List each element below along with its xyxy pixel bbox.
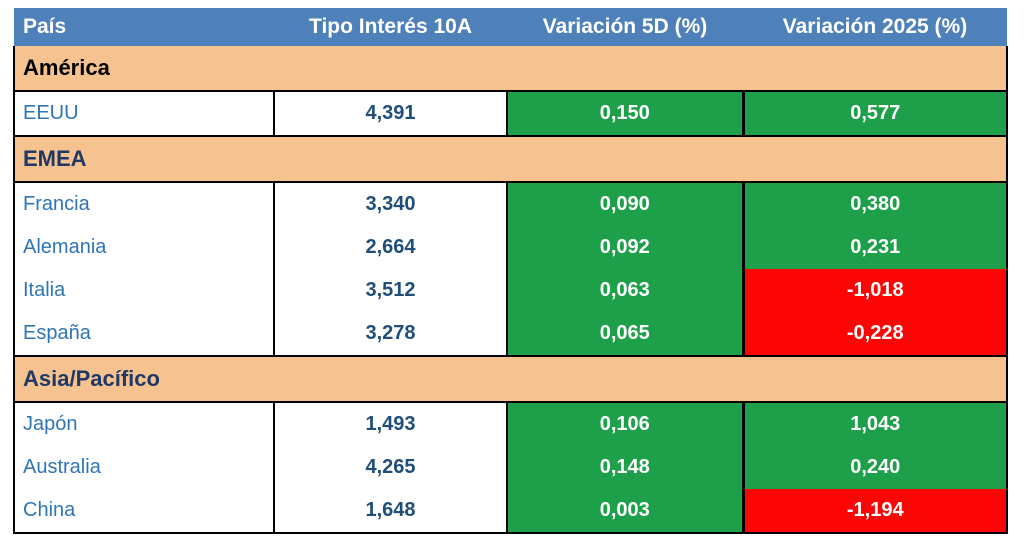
variation-2025-cell: 0,240	[743, 446, 1008, 489]
section-label: América	[13, 46, 1008, 91]
country-cell: Japón	[13, 401, 275, 446]
rate-cell: 2,664	[274, 226, 508, 269]
country-cell: EEUU	[13, 90, 275, 137]
variation-5d-cell: 0,106	[507, 401, 745, 446]
country-cell: Alemania	[13, 226, 275, 269]
variation-2025-cell: -1,194	[743, 489, 1008, 534]
section-label: EMEA	[13, 136, 1008, 182]
section-label: Asia/Pacífico	[13, 356, 1008, 402]
table-row: Australia 4,265 0,148 0,240	[13, 446, 1008, 489]
country-cell: Francia	[13, 181, 275, 226]
variation-5d-cell: 0,003	[507, 489, 745, 534]
rate-cell: 3,278	[274, 312, 508, 357]
table-body: América EEUU 4,391 0,150 0,577 EMEA Francia 3,3…	[13, 46, 1008, 534]
table-row: Alemania 2,664 0,092 0,231	[13, 226, 1008, 269]
variation-2025-cell: 0,231	[743, 226, 1008, 269]
section-row: EMEA	[13, 136, 1008, 182]
country-cell: Italia	[13, 269, 275, 312]
rates-table: País Tipo Interés 10A Variación 5D (%) Vari…	[13, 8, 1008, 534]
rate-cell: 4,265	[274, 446, 508, 489]
column-header-pais: País	[14, 8, 274, 46]
header-row: País Tipo Interés 10A Variación 5D (%) Vari…	[14, 8, 1007, 46]
variation-5d-cell: 0,065	[507, 312, 745, 357]
table-row: Francia 3,340 0,090 0,380	[13, 181, 1008, 226]
variation-5d-cell: 0,092	[507, 226, 745, 269]
variation-5d-cell: 0,150	[507, 90, 745, 137]
table-row: China 1,648 0,003 -1,194	[13, 489, 1008, 534]
table-row: EEUU 4,391 0,150 0,577	[13, 90, 1008, 137]
section-row: América	[13, 46, 1008, 91]
variation-2025-cell: 0,380	[743, 181, 1008, 226]
column-header-variacion-5d: Variación 5D (%)	[507, 8, 743, 46]
country-cell: Australia	[13, 446, 275, 489]
rate-cell: 3,512	[274, 269, 508, 312]
variation-5d-cell: 0,063	[507, 269, 745, 312]
country-cell: España	[13, 312, 275, 357]
column-header-tipo-interes-10a: Tipo Interés 10A	[274, 8, 507, 46]
variation-5d-cell: 0,090	[507, 181, 745, 226]
variation-2025-cell: -1,018	[743, 269, 1008, 312]
table-row: España 3,278 0,065 -0,228	[13, 312, 1008, 357]
country-cell: China	[13, 489, 275, 534]
rate-cell: 1,648	[274, 489, 508, 534]
table-row: Japón 1,493 0,106 1,043	[13, 401, 1008, 446]
section-row: Asia/Pacífico	[13, 356, 1008, 402]
column-header-variacion-2025: Variación 2025 (%)	[743, 8, 1007, 46]
variation-2025-cell: 0,577	[743, 90, 1008, 137]
variation-5d-cell: 0,148	[507, 446, 745, 489]
table-row: Italia 3,512 0,063 -1,018	[13, 269, 1008, 312]
variation-2025-cell: -0,228	[743, 312, 1008, 357]
rate-cell: 3,340	[274, 181, 508, 226]
variation-2025-cell: 1,043	[743, 401, 1008, 446]
rate-cell: 4,391	[274, 90, 508, 137]
rate-cell: 1,493	[274, 401, 508, 446]
